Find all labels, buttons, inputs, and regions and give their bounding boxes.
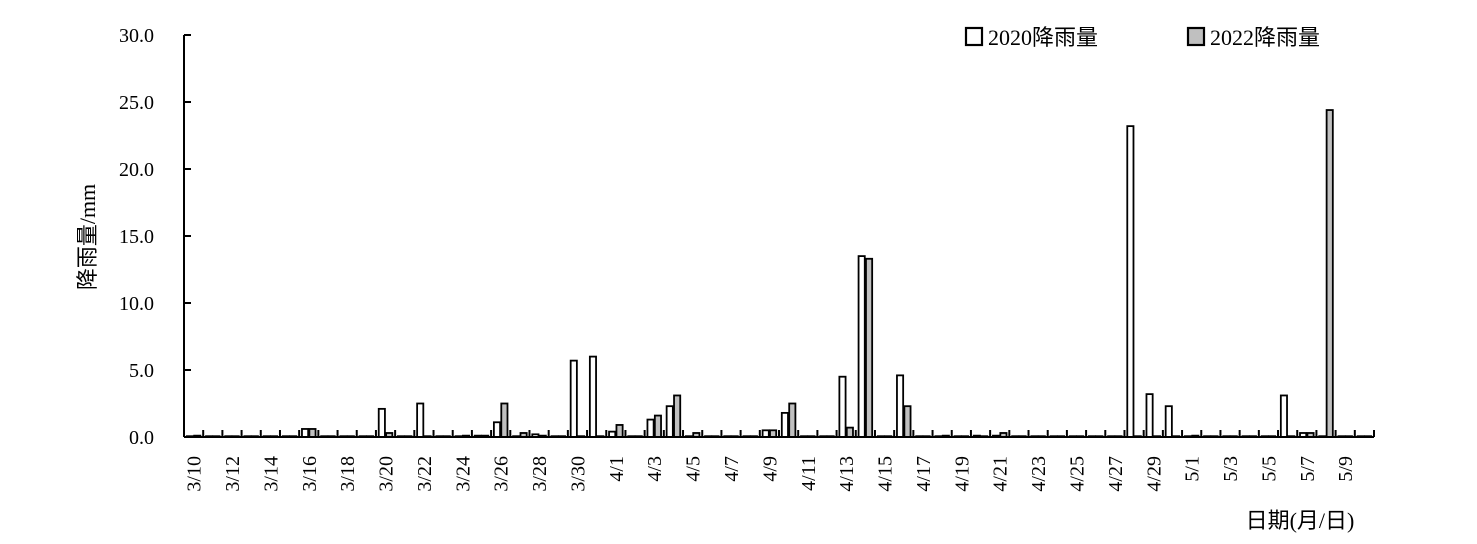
bar-2020-5-6	[1279, 394, 1288, 438]
legend-label-2022: 2022降雨量	[1210, 25, 1320, 50]
x-tick-label: 3/10	[184, 456, 206, 492]
x-tick-label: 3/22	[414, 456, 436, 492]
x-tick-label: 5/3	[1220, 456, 1242, 482]
bar-2022-4-14	[865, 257, 874, 438]
x-tick-label: 3/14	[260, 456, 282, 492]
x-tick-label: 4/5	[683, 456, 705, 482]
x-tick-label: 3/20	[376, 456, 398, 492]
bar-2022-3-26	[500, 402, 509, 438]
x-tick-label: 5/1	[1182, 456, 1204, 482]
y-tick-label: 15.0	[119, 226, 154, 248]
bar-2022-4-9	[769, 429, 778, 438]
x-tick-label: 3/26	[491, 456, 513, 492]
bar-2020-3-22	[416, 402, 425, 438]
x-tick-label: 3/24	[452, 456, 474, 492]
x-tick-label: 4/7	[721, 456, 743, 482]
x-tick-label: 3/18	[337, 456, 359, 492]
x-tick-label: 4/3	[644, 456, 666, 482]
x-tick-label: 4/17	[913, 456, 935, 492]
bar-2020-4-3	[646, 418, 655, 438]
legend-swatch-2022	[1186, 26, 1206, 47]
y-tick-label: 30.0	[119, 25, 154, 47]
y-axis: 0.0 5.0 10.0 15.0 20.0 25.0 30.0	[119, 25, 191, 449]
y-tick-label: 25.0	[119, 92, 154, 114]
x-axis: 3/10 3/12 3/14 3/16 3/18 3/20 3/22 3/24 3/26 3/28…	[183, 430, 1375, 492]
bar-2020-3-16	[301, 428, 310, 438]
bar-2022-5-8	[1325, 109, 1334, 438]
x-tick-label: 4/19	[951, 456, 973, 492]
x-tick-label: 4/21	[990, 456, 1012, 492]
bar-2020-4-30	[1164, 405, 1173, 438]
bar-2022-3-16	[308, 428, 317, 438]
y-tick-label: 5.0	[129, 360, 154, 382]
x-tick-label: 4/9	[759, 456, 781, 482]
x-tick-label: 3/16	[299, 456, 321, 492]
bar-2020-4-14	[857, 255, 866, 438]
x-tick-label: 3/28	[529, 456, 551, 492]
bar-2020-4-28	[1126, 125, 1135, 438]
x-tick-label: 3/12	[222, 456, 244, 492]
bar-2020-4-29	[1145, 393, 1154, 438]
bar-2020-3-26	[492, 421, 501, 438]
bar-2020-4-13	[838, 375, 847, 438]
x-tick-label: 4/11	[798, 456, 820, 491]
x-tick-label: 4/27	[1105, 456, 1127, 492]
bar-2022-4-10	[788, 402, 797, 438]
y-tick-label: 20.0	[119, 159, 154, 181]
bar-2020-4-10	[780, 411, 789, 438]
y-tick-label: 10.0	[119, 293, 154, 315]
bars	[185, 109, 1373, 438]
x-tick-label: 4/25	[1067, 456, 1089, 492]
bar-2020-4-9	[761, 429, 770, 438]
x-tick-label: 4/15	[875, 456, 897, 492]
x-tick-label: 4/29	[1143, 456, 1165, 492]
bar-2022-4-1	[615, 424, 624, 438]
y-axis-title: 降雨量/mm	[75, 184, 100, 290]
bar-2020-3-20	[377, 407, 386, 438]
x-axis-title: 日期(月/日)	[1246, 508, 1355, 533]
x-tick-label: 4/13	[836, 456, 858, 492]
bar-2022-4-3	[653, 414, 662, 438]
legend-swatch-2020	[964, 26, 984, 47]
bar-2020-3-30	[569, 359, 578, 438]
bar-2022-4-16	[903, 405, 912, 438]
legend: 2020降雨量 2022降雨量	[964, 25, 1320, 50]
x-tick-label: 5/5	[1258, 456, 1280, 482]
x-tick-label: 3/30	[567, 456, 589, 492]
x-tick-label: 5/7	[1297, 456, 1319, 482]
bar-2022-4-4	[673, 394, 682, 438]
bar-2020-4-16	[896, 374, 905, 438]
legend-label-2020: 2020降雨量	[988, 25, 1098, 50]
bar-2022-4-13	[845, 426, 854, 438]
bar-2020-4-4	[665, 405, 674, 438]
x-tick-label: 5/9	[1335, 456, 1357, 482]
x-tick-label: 4/23	[1028, 456, 1050, 492]
x-tick-label: 4/1	[606, 456, 628, 482]
bar-2020-3-31	[588, 355, 597, 438]
y-tick-label: 0.0	[129, 427, 154, 449]
